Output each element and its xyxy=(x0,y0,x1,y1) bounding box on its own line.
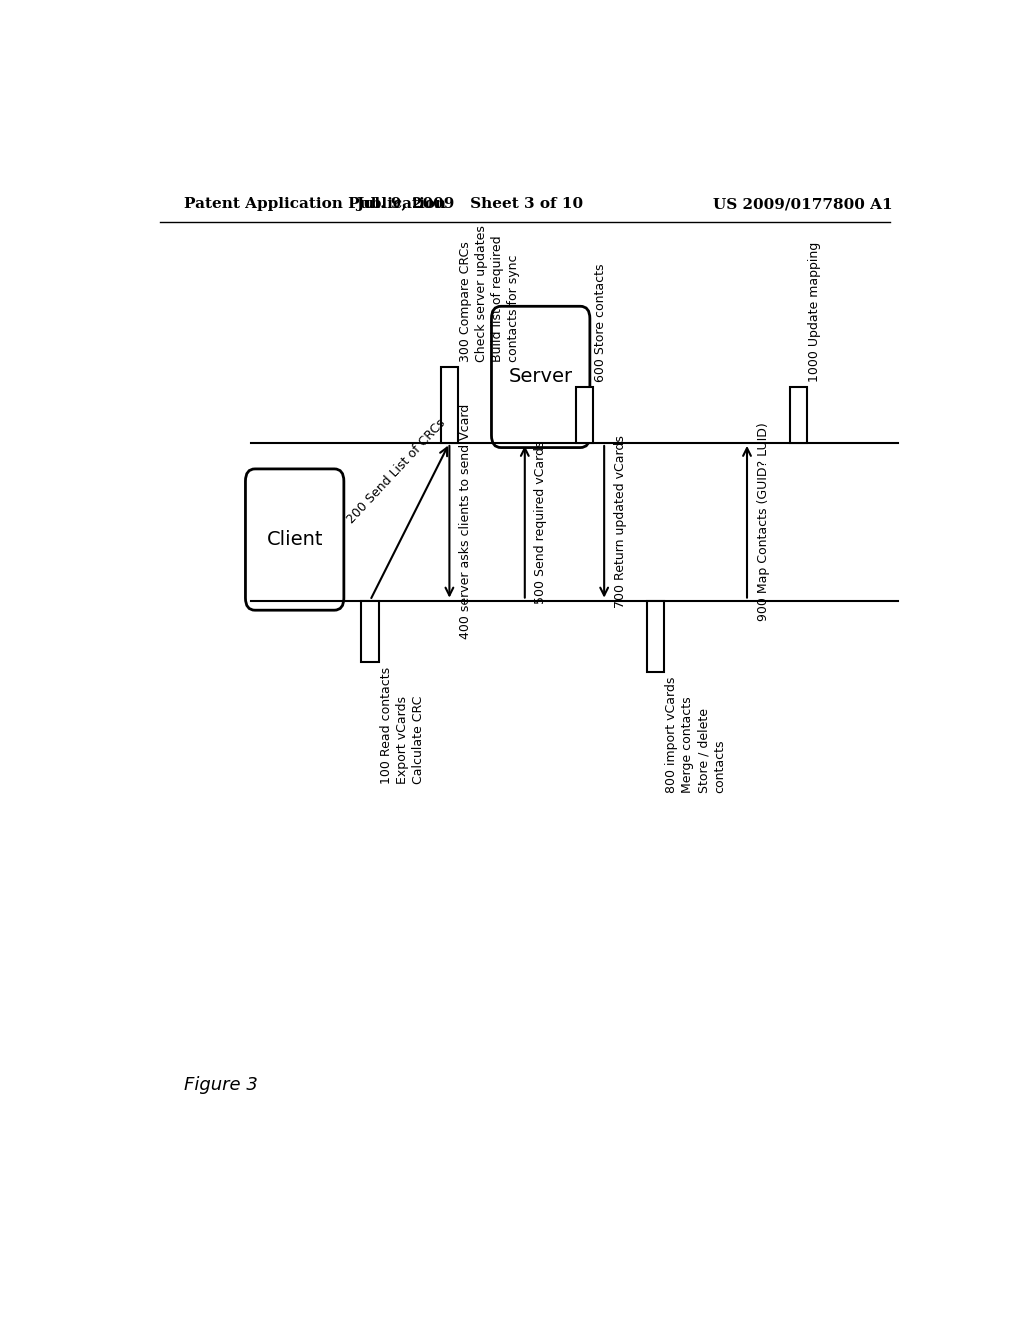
Bar xyxy=(575,387,593,444)
Text: 700 Return updated vCards: 700 Return updated vCards xyxy=(613,436,627,609)
Bar xyxy=(790,387,807,444)
Text: Jul. 9, 2009   Sheet 3 of 10: Jul. 9, 2009 Sheet 3 of 10 xyxy=(355,197,583,211)
Text: 1000 Update mapping: 1000 Update mapping xyxy=(808,242,821,381)
Text: 900 Map Contacts (GUID? LUID): 900 Map Contacts (GUID? LUID) xyxy=(757,422,769,622)
FancyBboxPatch shape xyxy=(492,306,590,447)
Text: Server: Server xyxy=(509,367,572,387)
Text: Client: Client xyxy=(266,531,323,549)
Text: 200 Send List of CRCs: 200 Send List of CRCs xyxy=(344,417,447,527)
Text: Patent Application Publication: Patent Application Publication xyxy=(183,197,445,211)
Text: Figure 3: Figure 3 xyxy=(183,1076,257,1094)
Bar xyxy=(440,367,458,444)
Bar xyxy=(647,601,665,672)
Text: 500 Send required vCards: 500 Send required vCards xyxy=(535,440,547,603)
Text: 600 Store contacts: 600 Store contacts xyxy=(594,264,607,381)
Text: 100 Read contacts
Export vCards
Calculate CRC: 100 Read contacts Export vCards Calculat… xyxy=(380,667,425,784)
Text: 800 import vCards
Merge contacts
Store / delete
contacts: 800 import vCards Merge contacts Store /… xyxy=(666,677,726,793)
FancyBboxPatch shape xyxy=(246,469,344,610)
Text: 400 server asks clients to send Vcard: 400 server asks clients to send Vcard xyxy=(459,404,472,639)
Bar xyxy=(361,601,379,661)
Text: 300 Compare CRCs
Check server updates
Build list of required
contacts for sync: 300 Compare CRCs Check server updates Bu… xyxy=(459,224,520,362)
Text: US 2009/0177800 A1: US 2009/0177800 A1 xyxy=(713,197,892,211)
